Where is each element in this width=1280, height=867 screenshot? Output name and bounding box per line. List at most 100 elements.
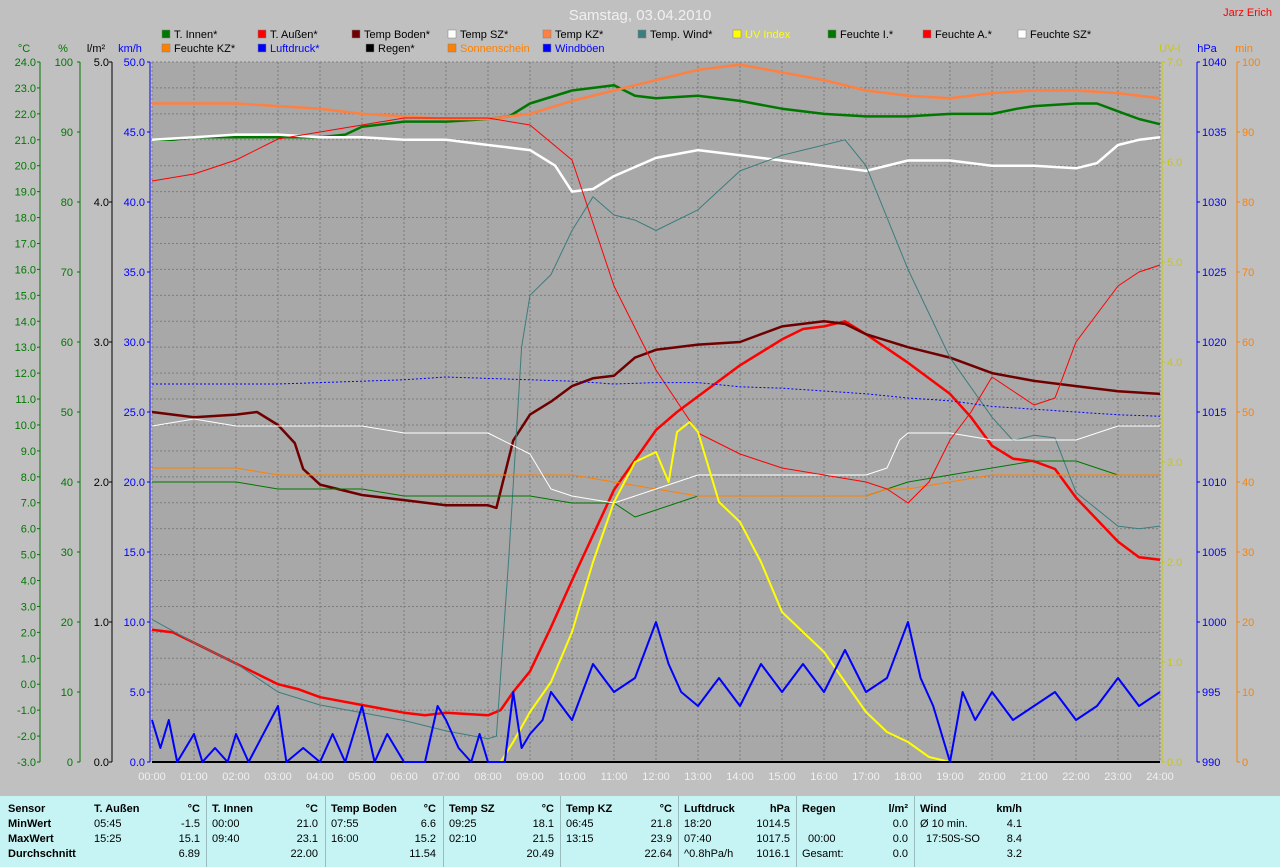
humidity-tick-label: 30 (61, 547, 73, 559)
series-line-feuchte-sz- (151, 418, 1160, 504)
row-label: MinWert (8, 818, 52, 830)
min-time: 05:45 (94, 818, 122, 830)
pressure-tick-label: 1000 (1202, 617, 1226, 629)
pressure-tick-label: 1015 (1202, 407, 1226, 419)
legend-swatch (637, 29, 647, 39)
legend-swatch (1017, 29, 1027, 39)
column-separator (443, 796, 444, 867)
humidity-axis-unit: % (58, 43, 68, 55)
legend-label: Luftdruck* (270, 43, 320, 55)
pressure-axis-unit: hPa (1197, 43, 1217, 55)
sensor-name: Temp SZ (449, 803, 495, 815)
legend-swatch (161, 29, 171, 39)
rain-tick-label: 3.0 (94, 337, 109, 349)
uv-tick-label: 0.0 (1167, 757, 1182, 769)
row-label: Sensor (8, 803, 46, 815)
x-tick-label: 03:00 (264, 771, 292, 783)
sensor-unit: °C (423, 803, 436, 815)
x-tick-label: 15:00 (768, 771, 796, 783)
temp-tick-label: 13.0 (15, 342, 36, 354)
min-value: 0.0 (892, 818, 908, 830)
max-value: 1017.5 (756, 833, 790, 845)
sensor-unit: km/h (996, 803, 1022, 815)
sunshine-tick-label: 70 (1242, 267, 1254, 279)
avg-value: 1016.1 (756, 848, 790, 860)
x-tick-label: 09:00 (516, 771, 544, 783)
pressure-tick-label: 1010 (1202, 477, 1226, 489)
uv-tick-label: 4.0 (1167, 357, 1182, 369)
avg-value: 22.64 (644, 848, 672, 860)
uv-tick-label: 2.0 (1167, 557, 1182, 569)
legend-label: T. Außen* (270, 29, 318, 41)
humidity-tick-label: 20 (61, 617, 73, 629)
humidity-tick-label: 100 (55, 57, 73, 69)
weather-chart: Samstag, 03.04.2010 Jarz Erich T. Innen* T.… (15, 7, 1272, 783)
avg-value: 3.2 (1006, 848, 1022, 860)
avg-label: Gesamt: (802, 848, 844, 860)
max-time: 15:25 (94, 833, 122, 845)
sensor-unit: °C (541, 803, 554, 815)
pressure-tick-label: 995 (1202, 687, 1220, 699)
statistics-table: Sensor MinWert MaxWert Durchschnitt T. Außen… (0, 796, 1280, 867)
avg-value: 0.0 (892, 848, 908, 860)
temp-tick-label: 10.0 (15, 420, 36, 432)
rain-tick-label: 0.0 (94, 757, 109, 769)
series-line-windb-en (151, 621, 1161, 763)
row-label: Durchschnitt (8, 848, 76, 860)
humidity-tick-label: 40 (61, 477, 73, 489)
uv-tick-label: 6.0 (1167, 157, 1182, 169)
column-separator (796, 796, 797, 867)
humidity-tick-label: 50 (61, 407, 73, 419)
legend-swatch (732, 29, 742, 39)
rain-axis-unit: l/m² (87, 43, 106, 55)
temp-tick-label: 7.0 (21, 498, 36, 510)
rain-tick-label: 4.0 (94, 197, 109, 209)
min-value: 1014.5 (756, 818, 790, 830)
temp-tick-label: 3.0 (21, 601, 36, 613)
max-value: 8.4 (1006, 833, 1022, 845)
x-tick-label: 01:00 (180, 771, 208, 783)
humidity-tick-label: 70 (61, 267, 73, 279)
min-time: Ø 10 min. (920, 818, 968, 830)
legend-label: Temp. Wind* (650, 29, 713, 41)
temp-tick-label: 16.0 (15, 264, 36, 276)
x-tick-label: 22:00 (1062, 771, 1090, 783)
sunshine-tick-label: 90 (1242, 127, 1254, 139)
wind-tick-label: 25.0 (124, 407, 145, 419)
legend-swatch (922, 29, 932, 39)
legend-label: T. Innen* (174, 29, 218, 41)
x-tick-label: 00:00 (138, 771, 166, 783)
sensor-name: Wind (920, 803, 947, 815)
temp-tick-label: 4.0 (21, 576, 36, 588)
x-tick-label: 02:00 (222, 771, 250, 783)
uv-tick-label: 5.0 (1167, 257, 1182, 269)
sensor-name: Regen (802, 803, 836, 815)
rain-tick-label: 5.0 (94, 57, 109, 69)
legend-swatch (161, 43, 171, 53)
temp-tick-label: 11.0 (15, 394, 36, 406)
max-time: 16:00 (331, 833, 359, 845)
sunshine-tick-label: 60 (1242, 337, 1254, 349)
min-value: 4.1 (1006, 818, 1022, 830)
x-tick-label: 20:00 (978, 771, 1006, 783)
legend-label: Regen* (378, 43, 415, 55)
x-tick-label: 16:00 (810, 771, 838, 783)
series-line-uv-index (152, 421, 1160, 763)
temp-tick-label: -1.0 (17, 705, 36, 717)
x-tick-label: 04:00 (306, 771, 334, 783)
sensor-name: T. Außen (94, 803, 140, 815)
max-time: 00:00 (808, 833, 836, 845)
temp-tick-label: 0.0 (21, 679, 36, 691)
rain-tick-label: 2.0 (94, 477, 109, 489)
temp-tick-label: 8.0 (21, 472, 36, 484)
sensor-name: T. Innen (212, 803, 253, 815)
wind-tick-label: 30.0 (124, 337, 145, 349)
sensor-name: Temp Boden (331, 803, 397, 815)
temp-tick-label: 21.0 (15, 135, 36, 147)
legend-swatch (351, 29, 361, 39)
wind-tick-label: 15.0 (124, 547, 145, 559)
temp-tick-label: 2.0 (21, 627, 36, 639)
legend-label: Sonnenschein (460, 43, 530, 55)
humidity-tick-label: 90 (61, 127, 73, 139)
max-value: 23.9 (650, 833, 672, 845)
